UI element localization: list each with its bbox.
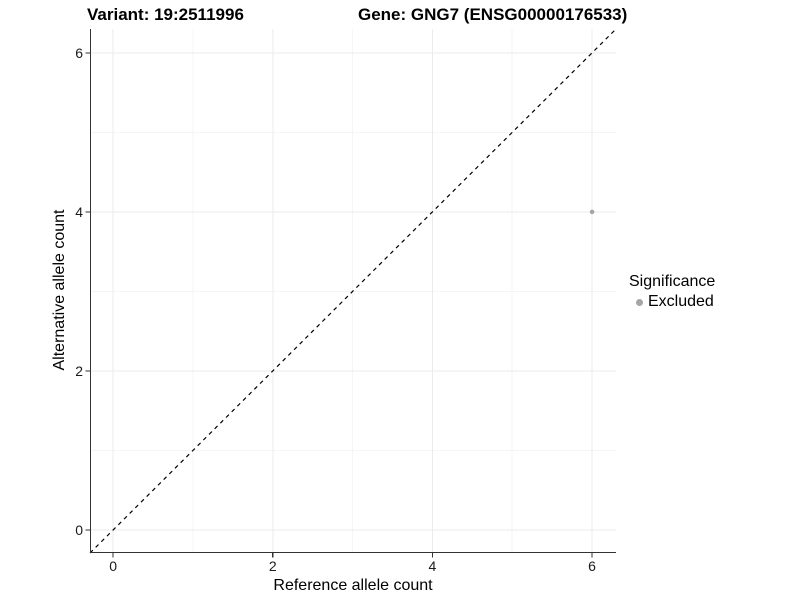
plot-title-variant: Variant: 19:2511996 — [87, 5, 244, 24]
y-tick-label: 2 — [75, 362, 83, 379]
x-tick-label: 4 — [428, 558, 437, 574]
legend-item-label: Excluded — [648, 293, 714, 310]
y-tick-label: 4 — [75, 203, 83, 220]
legend-point-icon — [636, 299, 643, 306]
x-tick-label: 2 — [268, 558, 277, 574]
legend: Significance Excluded — [629, 272, 715, 311]
legend-item: Excluded — [629, 293, 715, 311]
x-tick-label: 6 — [588, 558, 596, 574]
y-tick-label: 0 — [75, 521, 83, 538]
plot-canvas — [85, 28, 617, 558]
x-tick-label: 0 — [109, 558, 118, 574]
x-axis-title: Reference allele count — [273, 577, 433, 594]
data-point — [589, 209, 595, 215]
plot-panel — [85, 28, 617, 558]
y-tick-label: 6 — [75, 44, 83, 61]
legend-title: Significance — [629, 273, 716, 290]
y-axis-title: Alternative allele count — [51, 209, 68, 371]
identity-line — [89, 28, 617, 554]
plot-title-gene: Gene: GNG7 (ENSG00000176533) — [358, 5, 628, 24]
